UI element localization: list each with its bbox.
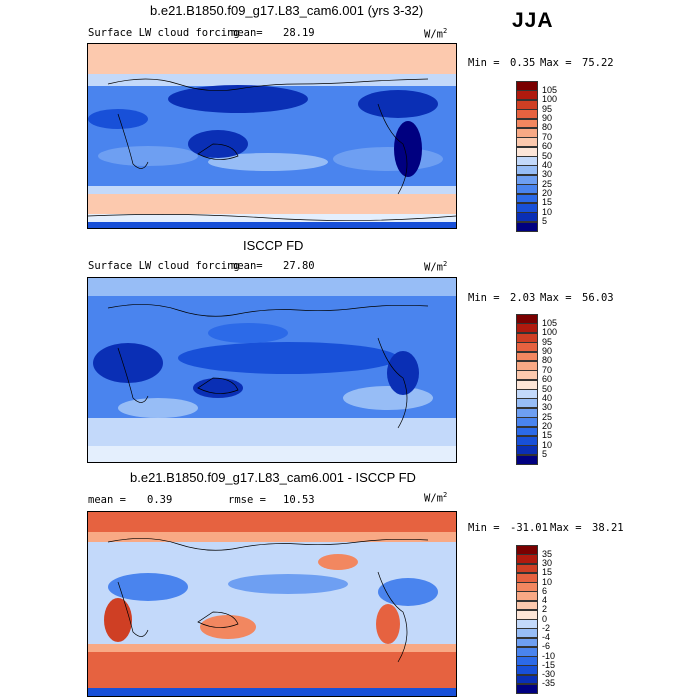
colorbar-tick-label: 5	[542, 216, 548, 227]
colorbar-tick-label: 20	[542, 421, 553, 431]
panel1-mean-value: 28.19	[283, 27, 315, 39]
panel3-map	[87, 511, 457, 697]
colorbar-tick-label: 25	[542, 178, 553, 189]
colorbar-tick-label: 20	[542, 188, 553, 198]
colorbar-tick-label: 40	[542, 392, 553, 403]
colorbar-tick-label: 90	[542, 113, 553, 123]
panel3-min-label: Min =	[468, 522, 500, 534]
colorbar-tick-label: 10	[542, 206, 553, 217]
panel2-colorbar: 105 100 95 90 80 70 60 50 40 30 25 20 15 10 5	[516, 314, 557, 465]
colorbar-tick-label: -2	[542, 622, 551, 633]
colorbar-tick-label: 25	[542, 411, 553, 422]
colorbar-tick-label: 50	[542, 150, 553, 161]
panel1-units: W/m2	[424, 27, 448, 41]
panel1-variable: Surface LW cloud forcing	[88, 27, 240, 39]
panel3-units: W/m2	[424, 491, 448, 505]
colorbar-tick-label: 5	[542, 449, 548, 460]
colorbar-tick-label: 15	[542, 430, 553, 441]
colorbar-tick-label: 10	[542, 576, 553, 587]
panel2-map	[87, 277, 457, 463]
panel1-map	[87, 43, 457, 229]
panel2-max-value: 56.03	[582, 292, 614, 304]
colorbar-tick-label: 40	[542, 159, 553, 170]
panel2-units: W/m2	[424, 260, 448, 274]
colorbar-tick-label: -30	[542, 669, 556, 679]
colorbar-tick-label: -10	[542, 650, 556, 661]
panel3-colorbar: 35 30 15 10 6 4 2 0 -2 -4 -6 -10 -15 -30 -35	[516, 545, 555, 694]
panel2-variable: Surface LW cloud forcing	[88, 260, 240, 272]
panel2-max-label: Max =	[540, 292, 572, 304]
colorbar-tick-label: 30	[542, 558, 553, 568]
panel2-mean-label: mean=	[231, 260, 263, 272]
colorbar-tick-label: -35	[542, 678, 556, 689]
panel2-title: ISCCP FD	[243, 238, 304, 253]
panel3-min-value: -31.01	[510, 522, 548, 534]
colorbar-tick-label: -6	[542, 641, 551, 652]
colorbar-tick-label: 15	[542, 197, 553, 208]
colorbar-tick-label: 105	[542, 317, 558, 328]
panel1-min-label: Min =	[468, 57, 500, 69]
colorbar-tick-label: 80	[542, 355, 553, 366]
panel1-colorbar: 105 100 95 90 80 70 60 50 40 30 25 20 15 10 5	[516, 81, 557, 232]
colorbar-box	[516, 454, 538, 465]
panel3-rmse-label: rmse =	[228, 494, 266, 506]
panel2-min-value: 2.03	[510, 292, 536, 304]
colorbar-tick-label: 70	[542, 364, 553, 375]
colorbar-tick-label: 50	[542, 383, 553, 394]
colorbar-tick-label: 2	[542, 604, 548, 615]
colorbar-tick-label: 90	[542, 346, 553, 356]
panel1-mean-label: mean=	[231, 27, 263, 39]
colorbar-tick-label: 30	[542, 402, 553, 413]
panel1-max-value: 75.22	[582, 57, 614, 69]
panel3-mean-value: 0.39	[147, 494, 173, 506]
colorbar-tick-label: 95	[542, 336, 553, 347]
colorbar-tick-label: 10	[542, 439, 553, 450]
panel3-max-label: Max =	[550, 522, 582, 534]
colorbar-tick-label: 60	[542, 141, 553, 152]
panel3-mean-label: mean =	[88, 494, 126, 506]
colorbar-tick-label: 35	[542, 548, 553, 559]
colorbar-tick-label: 80	[542, 122, 553, 133]
colorbar-tick-label: -15	[542, 659, 556, 670]
colorbar-tick-label: 15	[542, 567, 553, 578]
colorbar-tick-label: 70	[542, 131, 553, 142]
colorbar-tick-label: 6	[542, 585, 548, 596]
panel1-min-value: 0.35	[510, 57, 536, 69]
colorbar-tick-label: 100	[542, 94, 558, 105]
colorbar-tick-label: -4	[542, 632, 551, 642]
colorbar-tick-label: 30	[542, 169, 553, 180]
colorbar-tick-label: 105	[542, 84, 558, 95]
panel1-title: b.e21.B1850.f09_g17.L83_cam6.001 (yrs 3-…	[150, 3, 424, 18]
panel2-mean-value: 27.80	[283, 260, 315, 272]
panel3-title: b.e21.B1850.f09_g17.L83_cam6.001 - ISCCP…	[130, 470, 416, 485]
season-label: JJA	[512, 9, 554, 32]
colorbar-tick-label: 4	[542, 595, 548, 605]
colorbar-box	[516, 683, 538, 694]
colorbar-tick-label: 60	[542, 374, 553, 385]
colorbar-tick-label: 95	[542, 103, 553, 114]
panel2-min-label: Min =	[468, 292, 500, 304]
panel1-max-label: Max =	[540, 57, 572, 69]
colorbar-box	[516, 221, 538, 232]
colorbar-tick-label: 100	[542, 327, 558, 338]
colorbar-tick-label: 0	[542, 613, 548, 624]
panel3-rmse-value: 10.53	[283, 494, 315, 506]
panel3-max-value: 38.21	[592, 522, 624, 534]
